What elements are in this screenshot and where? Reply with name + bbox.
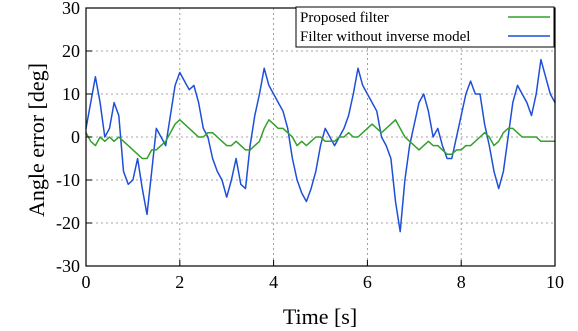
- x-tick-label: 0: [82, 272, 91, 292]
- legend-label-proposed-filter: Proposed filter: [300, 10, 389, 26]
- x-axis-title: Time [s]: [283, 304, 357, 329]
- x-tick-label: 10: [546, 272, 564, 292]
- x-tick-label: 4: [269, 272, 278, 292]
- y-tick-label: 30: [62, 0, 80, 18]
- x-tick-label: 6: [363, 272, 372, 292]
- legend-box: [295, 6, 555, 48]
- tick-layer: 0 2 4 6 8 10 -30 -20 -10 0 10 20 30: [56, 0, 564, 292]
- y-tick-label: -10: [56, 170, 80, 190]
- series-line-proposed-filter: [85, 119, 556, 160]
- x-tick-label: 8: [457, 272, 466, 292]
- y-tick-label: -20: [56, 213, 80, 233]
- y-tick-label: 0: [71, 127, 80, 147]
- series-layer: [85, 58, 556, 233]
- legend: Proposed filter Filter without inverse m…: [295, 6, 555, 48]
- y-tick-label: 10: [62, 84, 80, 104]
- x-tick-label: 2: [175, 272, 184, 292]
- y-tick-label: -30: [56, 256, 80, 276]
- y-tick-label: 20: [62, 41, 80, 61]
- legend-label-filter-without-inverse-model: Filter without inverse model: [300, 29, 470, 45]
- y-axis-title: Angle error [deg]: [24, 63, 49, 217]
